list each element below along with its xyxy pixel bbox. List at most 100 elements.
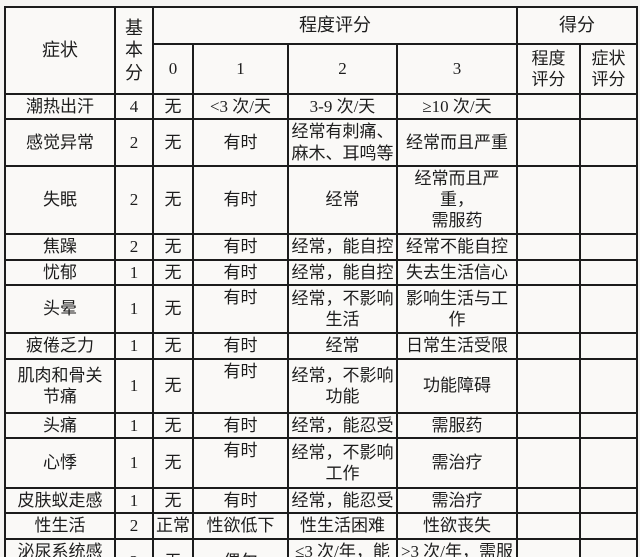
level-3-cell: ≥10 次/天 — [396, 92, 518, 121]
symptom-score-cell — [579, 258, 638, 286]
degree-score-cell — [516, 357, 581, 414]
level-0-cell: 无 — [152, 118, 194, 167]
symptom-cell: 泌尿系统感 染 — [4, 537, 116, 557]
level-3-cell: 经常而且严重， 需服药 — [396, 164, 518, 235]
level-3-cell: 失去生活信心 — [396, 258, 518, 286]
table-row: 忧郁 1 无有时 经常，能自控 失去生活信心 — [4, 258, 638, 286]
level-0-cell: 无 — [152, 357, 194, 414]
table-row: 头痛 1 无有时 经常，能忍受 需服药 — [4, 411, 638, 440]
base-score-cell: 1 — [114, 437, 154, 489]
level-0-cell: 无 — [152, 232, 194, 261]
table-row: 头晕 1 无有时 经常，不影响 生活 影响生活与工 作 — [4, 283, 638, 334]
level-0-cell: 无 — [152, 164, 194, 235]
degree-score-cell — [516, 232, 581, 261]
score-group-header: 得分 — [516, 6, 638, 45]
base-score-cell: 2 — [114, 164, 154, 235]
level-1-cell: 有时 — [192, 411, 289, 440]
degree-score-cell — [516, 92, 581, 121]
degree-score-cell — [516, 164, 581, 235]
table-row: 泌尿系统感 染2无偶尔≤3 次/年，能 自愈>3 次/年，需服 药 — [4, 537, 638, 557]
level-2-cell: ≤3 次/年，能 自愈 — [287, 537, 398, 557]
level-3-cell: 经常而且严重 — [396, 118, 518, 167]
base-score-cell: 1 — [114, 357, 154, 414]
level-2-cell: 经常，能自控 — [287, 232, 398, 261]
level-3-cell: 性欲丧失 — [396, 512, 518, 540]
symptom-cell: 焦躁 — [4, 232, 116, 261]
degree-score-cell — [516, 331, 581, 360]
base-score-cell: 1 — [114, 331, 154, 360]
level-0-cell: 无 — [152, 537, 194, 557]
level-3-header: 3 — [396, 43, 518, 95]
symptom-cell: 潮热出汗 — [4, 92, 116, 121]
symptom-cell: 感觉异常 — [4, 118, 116, 167]
degree-score-cell — [516, 486, 581, 515]
level-2-cell: 经常 — [287, 331, 398, 360]
table-row: 失眠 2 无有时 经常 经常而且严重， 需服药 — [4, 164, 638, 235]
level-2-cell: 经常，能忍受 — [287, 486, 398, 515]
level-3-cell: 日常生活受限 — [396, 331, 518, 360]
symptom-score-cell — [579, 232, 638, 261]
level-1-cell: 有时 — [192, 283, 289, 334]
symptom-score-cell — [579, 357, 638, 414]
level-1-cell: 有时 — [192, 232, 289, 261]
symptom-cell: 头痛 — [4, 411, 116, 440]
symptom-score-cell — [579, 92, 638, 121]
level-1-header: 1 — [192, 43, 289, 95]
level-2-cell: 3-9 次/天 — [287, 92, 398, 121]
level-0-cell: 无 — [152, 486, 194, 515]
level-1-cell: <3 次/天 — [192, 92, 289, 121]
level-1-cell: 有时 — [192, 437, 289, 489]
level-3-cell: 功能障碍 — [396, 357, 518, 414]
degree-score-cell — [516, 512, 581, 540]
table-row: 肌肉和骨关 节痛 1 无有时 经常，不影响 功能 功能障碍 — [4, 357, 638, 414]
symptom-score-sub-header: 症状 评分 — [579, 43, 638, 95]
table-row: 焦躁 2 无有时 经常，能自控 经常不能自控 — [4, 232, 638, 261]
level-3-cell: 需治疗 — [396, 437, 518, 489]
level-0-cell: 无 — [152, 437, 194, 489]
base-score-cell: 1 — [114, 258, 154, 286]
level-1-cell: 有时 — [192, 118, 289, 167]
symptom-cell: 心悸 — [4, 437, 116, 489]
level-3-cell: 需服药 — [396, 411, 518, 440]
level-2-cell: 性生活困难 — [287, 512, 398, 540]
degree-score-sub-header: 程度 评分 — [516, 43, 581, 95]
degree-score-cell — [516, 118, 581, 167]
symptom-score-cell — [579, 283, 638, 334]
symptom-score-cell — [579, 512, 638, 540]
base-score-cell: 2 — [114, 118, 154, 167]
level-2-cell: 经常，能忍受 — [287, 411, 398, 440]
level-0-cell: 无 — [152, 92, 194, 121]
symptom-column-header: 症状 — [4, 6, 116, 95]
level-1-cell: 有时 — [192, 164, 289, 235]
symptom-cell: 皮肤蚁走感 — [4, 486, 116, 515]
base-score-cell: 2 — [114, 512, 154, 540]
symptom-cell: 肌肉和骨关 节痛 — [4, 357, 116, 414]
header-row-levels: 0 1 2 3 程度 评分 症状 评分 — [5, 43, 638, 95]
degree-score-cell — [516, 283, 581, 334]
level-0-cell: 无 — [152, 258, 194, 286]
level-3-cell: 需治疗 — [396, 486, 518, 515]
symptom-score-cell — [579, 486, 638, 515]
level-0-cell: 无 — [152, 411, 194, 440]
degree-score-cell — [516, 411, 581, 440]
degree-score-group-header: 程度评分 — [152, 6, 518, 45]
base-score-cell: 1 — [114, 411, 154, 440]
table-row: 心悸 1 无有时 经常，不影响 工作 需治疗 — [4, 437, 638, 489]
base-score-cell: 1 — [114, 486, 154, 515]
table-row: 潮热出汗 4 无 <3 次/天 3-9 次/天 ≥10 次/天 — [4, 92, 638, 121]
level-2-cell: 经常，不影响 生活 — [287, 283, 398, 334]
kupperman-score-table: 症状 基本分 程度评分 得分 0 1 2 3 程度 评分 症状 评分 潮热出汗 4… — [4, 6, 638, 557]
table-row: 性生活 2 正常 性欲低下 性生活困难 性欲丧失 — [4, 512, 638, 540]
symptom-cell: 性生活 — [4, 512, 116, 540]
symptom-cell: 失眠 — [4, 164, 116, 235]
table-row: 感觉异常 2 无有时 经常有刺痛、 麻木、耳鸣等 经常而且严重 — [4, 118, 638, 167]
level-1-cell: 有时 — [192, 486, 289, 515]
level-1-cell: 性欲低下 — [192, 512, 289, 540]
level-2-cell: 经常，不影响 功能 — [287, 357, 398, 414]
level-3-cell: 经常不能自控 — [396, 232, 518, 261]
base-score-column-header: 基本分 — [114, 6, 154, 95]
table-row: 皮肤蚁走感 1 无有时 经常，能忍受 需治疗 — [4, 486, 638, 515]
level-2-cell: 经常 — [287, 164, 398, 235]
symptom-score-cell — [579, 331, 638, 360]
level-1-cell: 偶尔 — [192, 537, 289, 557]
